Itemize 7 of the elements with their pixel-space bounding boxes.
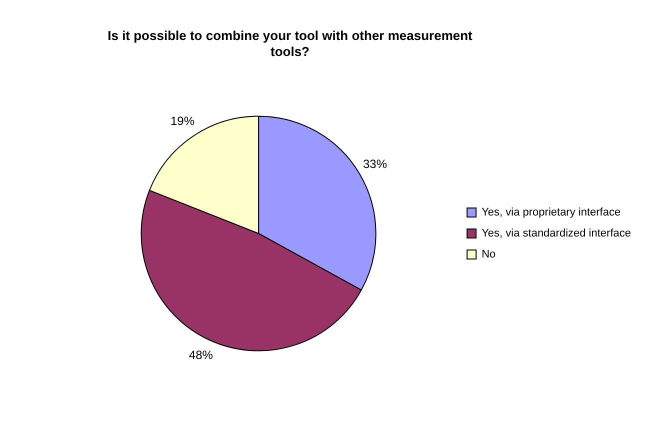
legend-label: Yes, via standardized interface [482,228,632,240]
data-label: 48% [188,348,214,362]
legend-label: Yes, via proprietary interface [482,206,621,219]
legend-label: No [482,248,496,261]
chart-title: Is it possible to combine your tool with other measurement tools? [106,28,474,60]
data-label: 19% [170,114,195,128]
data-label: 33% [362,156,388,171]
